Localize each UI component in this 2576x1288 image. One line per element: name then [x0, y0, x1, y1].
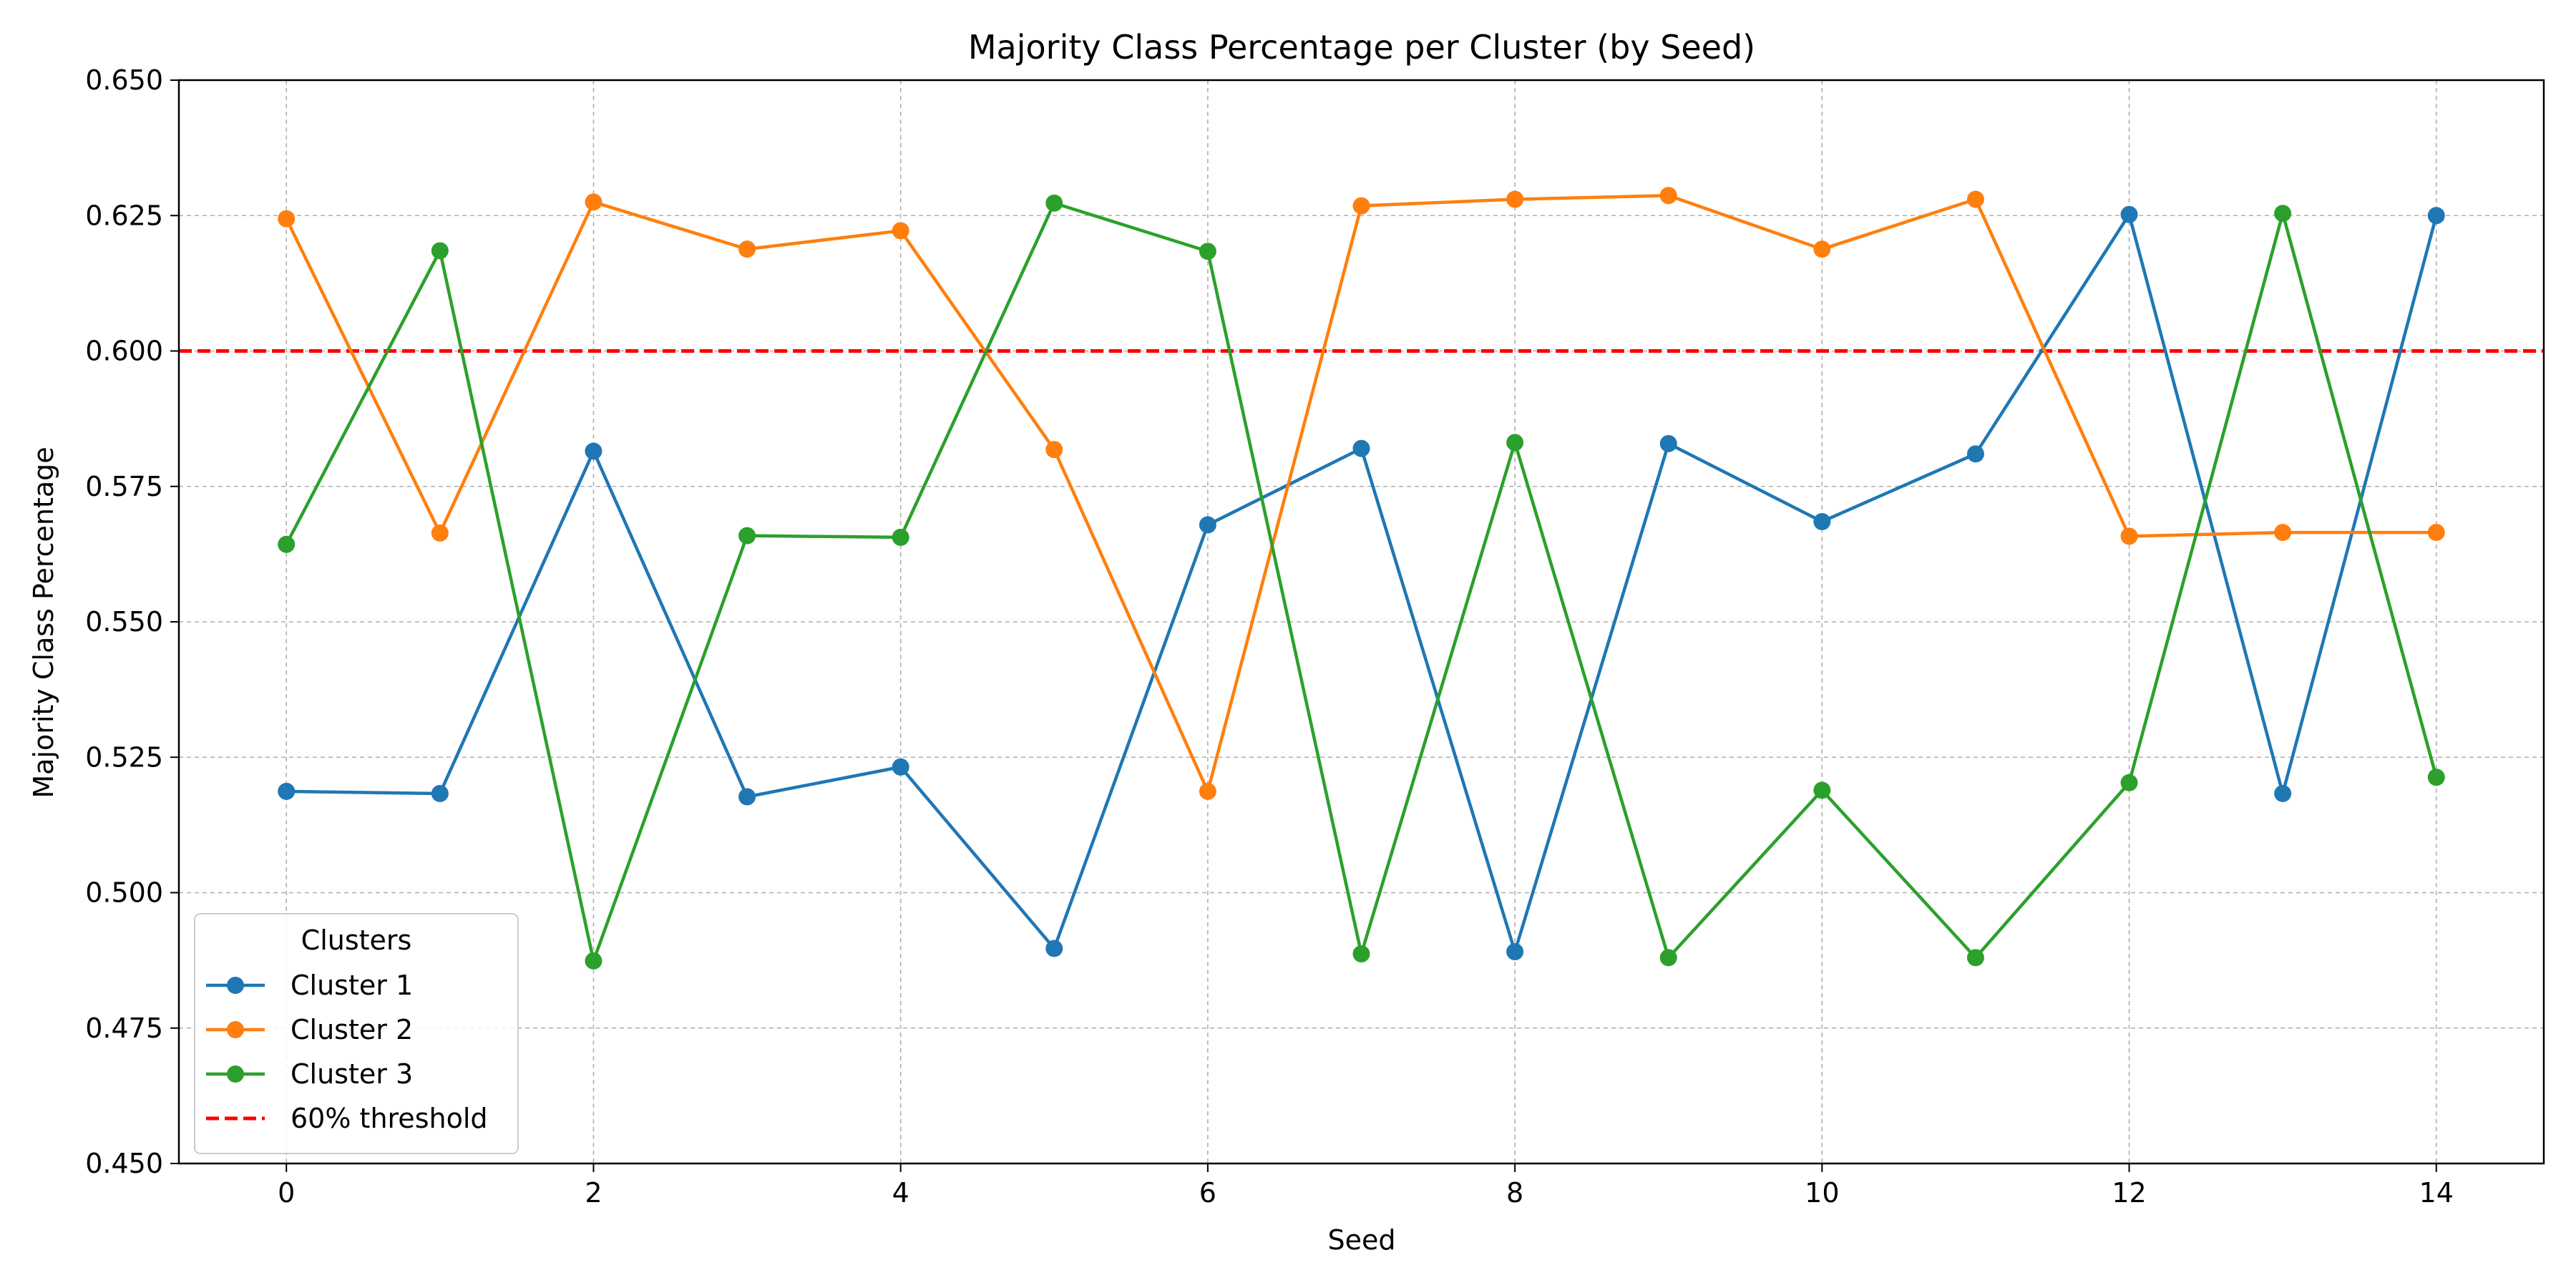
data-point: [892, 758, 909, 776]
data-point: [2427, 524, 2445, 542]
legend-label: 60% threshold: [291, 1103, 488, 1134]
legend-entry: 60% threshold: [206, 1103, 488, 1134]
data-point: [2274, 524, 2292, 542]
data-point: [1966, 949, 1984, 967]
data-point: [431, 784, 449, 802]
data-point: [1506, 943, 1524, 961]
data-point: [2427, 769, 2445, 786]
data-point: [738, 240, 756, 258]
data-point: [892, 528, 909, 546]
data-point: [1813, 512, 1831, 530]
y-tick-label: 0.550: [85, 606, 163, 638]
y-axis-ticks: 0.450 0.475 0.500 0.525 0.550 0.575 0.600 0.625…: [85, 64, 179, 1179]
data-point: [278, 210, 296, 228]
x-tick-label: 12: [2112, 1177, 2146, 1209]
data-point: [1199, 782, 1216, 800]
series-3: [278, 194, 2445, 970]
y-tick-label: 0.525: [85, 741, 163, 773]
data-point: [1659, 434, 1677, 452]
y-tick-label: 0.625: [85, 200, 163, 231]
legend-entry: Cluster 3: [206, 1058, 413, 1090]
legend-box: [194, 913, 519, 1154]
legend-entries: Cluster 1 Cluster 2 Cluster 3 60% threshold: [206, 970, 488, 1134]
data-point: [1813, 781, 1831, 799]
data-point: [1659, 187, 1677, 205]
series-2: [278, 187, 2445, 800]
y-tick-label: 0.475: [85, 1013, 163, 1044]
data-point: [1506, 434, 1524, 452]
x-tick-label: 4: [892, 1177, 909, 1209]
data-point: [431, 242, 449, 260]
data-point: [2120, 527, 2138, 545]
legend-swatch-marker: [227, 1065, 244, 1083]
legend-label: Cluster 3: [291, 1058, 413, 1090]
y-tick-label: 0.650: [85, 64, 163, 96]
data-point: [585, 193, 602, 211]
data-point: [1352, 945, 1370, 963]
data-point: [2274, 205, 2292, 223]
data-point: [1352, 439, 1370, 457]
series-group: [278, 187, 2445, 970]
data-point: [2274, 784, 2292, 802]
data-point: [1045, 940, 1063, 957]
data-point: [738, 527, 756, 545]
data-point: [2427, 207, 2445, 225]
data-point: [278, 535, 296, 553]
y-tick-label: 0.575: [85, 471, 163, 502]
y-tick-label: 0.500: [85, 877, 163, 909]
x-tick-label: 6: [1199, 1177, 1216, 1209]
data-point: [585, 952, 602, 970]
data-point: [1659, 949, 1677, 967]
legend-title: Clusters: [301, 924, 412, 956]
data-point: [278, 782, 296, 800]
data-point: [585, 442, 602, 460]
y-axis-label: Majority Class Percentage: [28, 447, 59, 798]
legend-swatch-marker: [227, 977, 244, 994]
legend-label: Cluster 2: [291, 1014, 413, 1045]
legend-swatch-marker: [227, 1021, 244, 1038]
y-tick-label: 0.600: [85, 336, 163, 367]
x-tick-label: 8: [1506, 1177, 1523, 1209]
x-tick-label: 10: [1805, 1177, 1839, 1209]
legend-entry: Cluster 1: [206, 970, 413, 1001]
data-point: [892, 222, 909, 240]
data-point: [738, 788, 756, 806]
data-point: [1045, 441, 1063, 459]
data-point: [1199, 243, 1216, 260]
x-tick-label: 2: [585, 1177, 602, 1209]
data-point: [431, 524, 449, 542]
chart-title: Majority Class Percentage per Cluster (b…: [968, 28, 1755, 67]
x-axis-ticks: 0 2 4 6 8 10 12 14: [278, 1163, 2454, 1209]
legend-label: Cluster 1: [291, 970, 413, 1001]
data-point: [2120, 774, 2138, 791]
data-point: [1045, 194, 1063, 212]
legend: Clusters Cluster 1 Cluster 2 Cluster 3 60% …: [194, 913, 519, 1154]
data-point: [1966, 445, 1984, 463]
data-point: [2120, 205, 2138, 223]
series-1: [278, 205, 2445, 961]
data-point: [1506, 190, 1524, 208]
data-point: [1199, 516, 1216, 534]
data-point: [1352, 197, 1370, 215]
y-tick-label: 0.450: [85, 1148, 163, 1179]
x-axis-label: Seed: [1328, 1224, 1396, 1256]
data-point: [1813, 240, 1831, 258]
legend-entry: Cluster 2: [206, 1014, 413, 1045]
data-point: [1966, 190, 1984, 208]
x-tick-label: 0: [278, 1177, 295, 1209]
x-tick-label: 14: [2419, 1177, 2454, 1209]
